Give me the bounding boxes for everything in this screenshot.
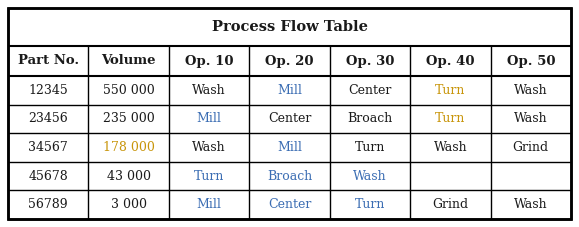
Text: 12345: 12345: [28, 84, 68, 97]
Text: Center: Center: [268, 112, 311, 125]
Text: Wash: Wash: [514, 112, 548, 125]
Text: Wash: Wash: [434, 141, 467, 154]
Text: Turn: Turn: [435, 112, 466, 125]
Text: Op. 30: Op. 30: [346, 54, 394, 67]
Text: 45678: 45678: [28, 170, 68, 183]
Text: 34567: 34567: [28, 141, 68, 154]
Text: Turn: Turn: [194, 170, 224, 183]
Text: 23456: 23456: [28, 112, 68, 125]
Text: Broach: Broach: [347, 112, 393, 125]
Text: 43 000: 43 000: [107, 170, 151, 183]
Text: Op. 10: Op. 10: [185, 54, 233, 67]
Text: Broach: Broach: [267, 170, 312, 183]
Text: Op. 50: Op. 50: [507, 54, 555, 67]
Text: Mill: Mill: [197, 198, 222, 211]
Text: Grind: Grind: [513, 141, 549, 154]
Text: Wash: Wash: [514, 84, 548, 97]
Text: Mill: Mill: [277, 141, 302, 154]
Text: 56789: 56789: [28, 198, 68, 211]
Text: Mill: Mill: [197, 112, 222, 125]
Text: 3 000: 3 000: [111, 198, 146, 211]
Text: 550 000: 550 000: [102, 84, 155, 97]
Text: Mill: Mill: [277, 84, 302, 97]
Text: Process Flow Table: Process Flow Table: [211, 20, 368, 34]
Text: Wash: Wash: [192, 84, 226, 97]
Text: Wash: Wash: [514, 198, 548, 211]
Text: Turn: Turn: [435, 84, 466, 97]
Text: Wash: Wash: [353, 170, 387, 183]
Text: Wash: Wash: [192, 141, 226, 154]
Text: Turn: Turn: [355, 198, 385, 211]
Text: Turn: Turn: [355, 141, 385, 154]
Text: Part No.: Part No.: [17, 54, 79, 67]
Text: Op. 20: Op. 20: [265, 54, 314, 67]
Text: Op. 40: Op. 40: [426, 54, 475, 67]
Text: Volume: Volume: [101, 54, 156, 67]
Text: 235 000: 235 000: [102, 112, 155, 125]
Text: Center: Center: [268, 198, 311, 211]
Text: 178 000: 178 000: [102, 141, 155, 154]
Text: Center: Center: [348, 84, 391, 97]
Text: Grind: Grind: [433, 198, 468, 211]
